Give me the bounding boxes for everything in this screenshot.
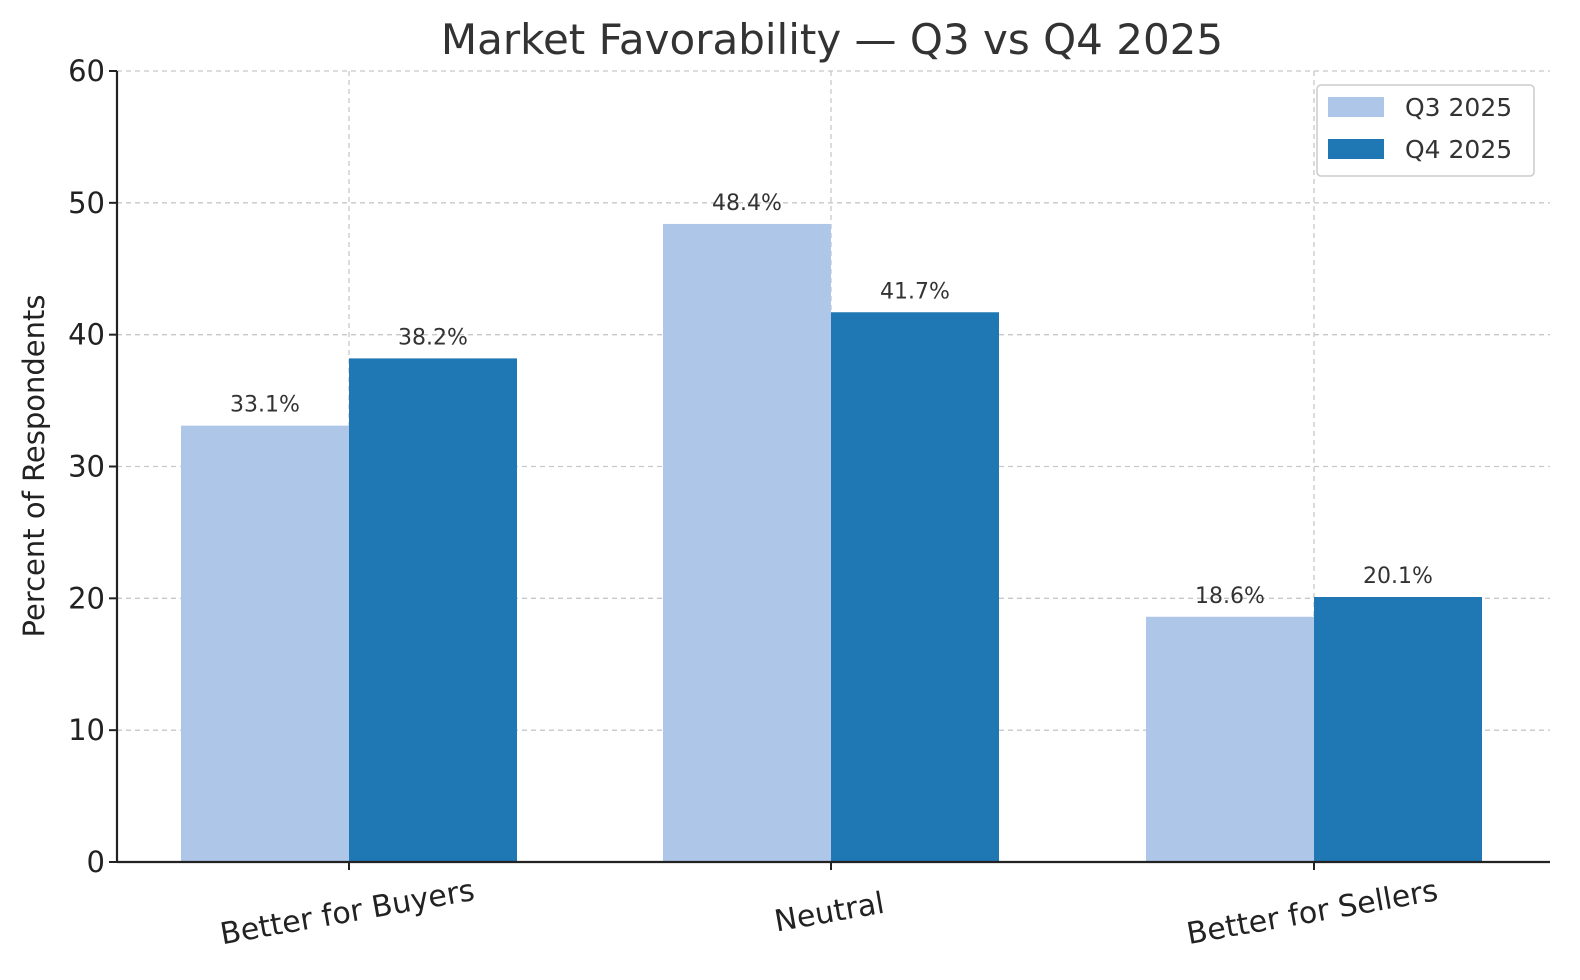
- bar-q4-2025-better-for-sellers: [1314, 597, 1482, 862]
- bar-value-label: 33.1%: [230, 393, 300, 418]
- data-labels: 33.1% 48.4% 18.6% 38.2% 41.7% 20.1%: [230, 191, 1433, 609]
- bar-q4-2025-better-for-buyers: [349, 358, 517, 862]
- legend: Q3 2025 Q4 2025: [1316, 84, 1535, 177]
- legend-swatch: [1328, 139, 1384, 159]
- x-tick-label: Better for Buyers: [218, 873, 478, 952]
- y-tick-label: 10: [68, 713, 105, 747]
- bar-value-label: 18.6%: [1195, 584, 1265, 609]
- bar-q4-2025-neutral: [831, 312, 999, 862]
- y-tick-label: 30: [68, 450, 105, 484]
- bars: [181, 223, 1482, 863]
- legend-label: Q4 2025: [1405, 135, 1512, 164]
- bar-value-label: 20.1%: [1363, 564, 1433, 589]
- bar-q3-2025-better-for-sellers: [1146, 616, 1314, 862]
- legend-swatch: [1328, 97, 1384, 117]
- bar-value-label: 41.7%: [880, 279, 950, 304]
- bar-q3-2025-neutral: [663, 223, 831, 863]
- y-axis-label: Percent of Respondents: [17, 295, 51, 638]
- y-tick-label: 60: [68, 54, 105, 88]
- bar-value-label: 38.2%: [398, 325, 468, 350]
- y-tick-label: 50: [68, 186, 105, 220]
- y-tick-label: 40: [68, 318, 105, 352]
- bar-q3-2025-better-for-buyers: [181, 425, 349, 862]
- bar-value-label: 48.4%: [712, 191, 782, 216]
- legend-label: Q3 2025: [1405, 93, 1512, 122]
- y-tick-label: 0: [87, 845, 105, 879]
- y-tick-label: 20: [68, 581, 105, 615]
- x-tick-label: Neutral: [772, 886, 887, 940]
- chart-title: Market Favorability — Q3 vs Q4 2025: [441, 15, 1223, 64]
- x-tick-label: Better for Sellers: [1184, 873, 1440, 952]
